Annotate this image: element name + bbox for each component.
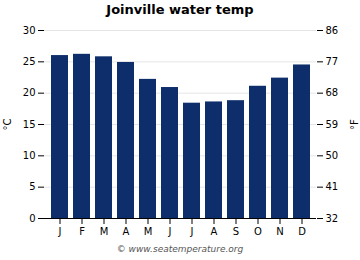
svg-text:50: 50 [326,150,339,161]
svg-text:5: 5 [29,181,35,192]
svg-text:59: 59 [326,119,339,130]
svg-text:30: 30 [23,25,36,36]
svg-text:S: S [233,226,239,237]
svg-text:86: 86 [326,25,339,36]
svg-text:32: 32 [326,213,339,224]
svg-text:°F: °F [349,119,360,130]
svg-text:25: 25 [23,56,36,67]
svg-text:77: 77 [326,56,339,67]
svg-text:O: O [254,226,262,237]
svg-text:D: D [298,226,306,237]
svg-text:41: 41 [326,181,339,192]
svg-text:°C: °C [2,118,13,130]
html-text:© www.seatemperature.org: © www.seatemperature.org [116,244,244,254]
svg-text:20: 20 [23,87,36,98]
svg-text:F: F [79,226,85,237]
svg-text:0: 0 [29,213,35,224]
svg-text:N: N [276,226,283,237]
svg-text:10: 10 [23,150,36,161]
svg-text:68: 68 [326,87,339,98]
svg-text:J: J [58,226,62,237]
svg-text:J: J [168,226,172,237]
svg-text:A: A [211,226,218,237]
svg-text:M: M [144,226,153,237]
svg-text:J: J [190,226,194,237]
html-text:Joinville water temp: Joinville water temp [106,2,254,17]
svg-text:15: 15 [23,119,36,130]
svg-text:M: M [100,226,109,237]
svg-text:A: A [123,226,130,237]
